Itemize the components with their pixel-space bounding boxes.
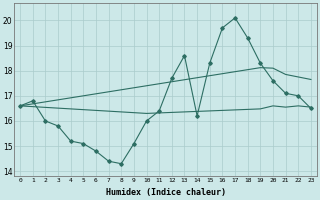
X-axis label: Humidex (Indice chaleur): Humidex (Indice chaleur) [106,188,226,197]
